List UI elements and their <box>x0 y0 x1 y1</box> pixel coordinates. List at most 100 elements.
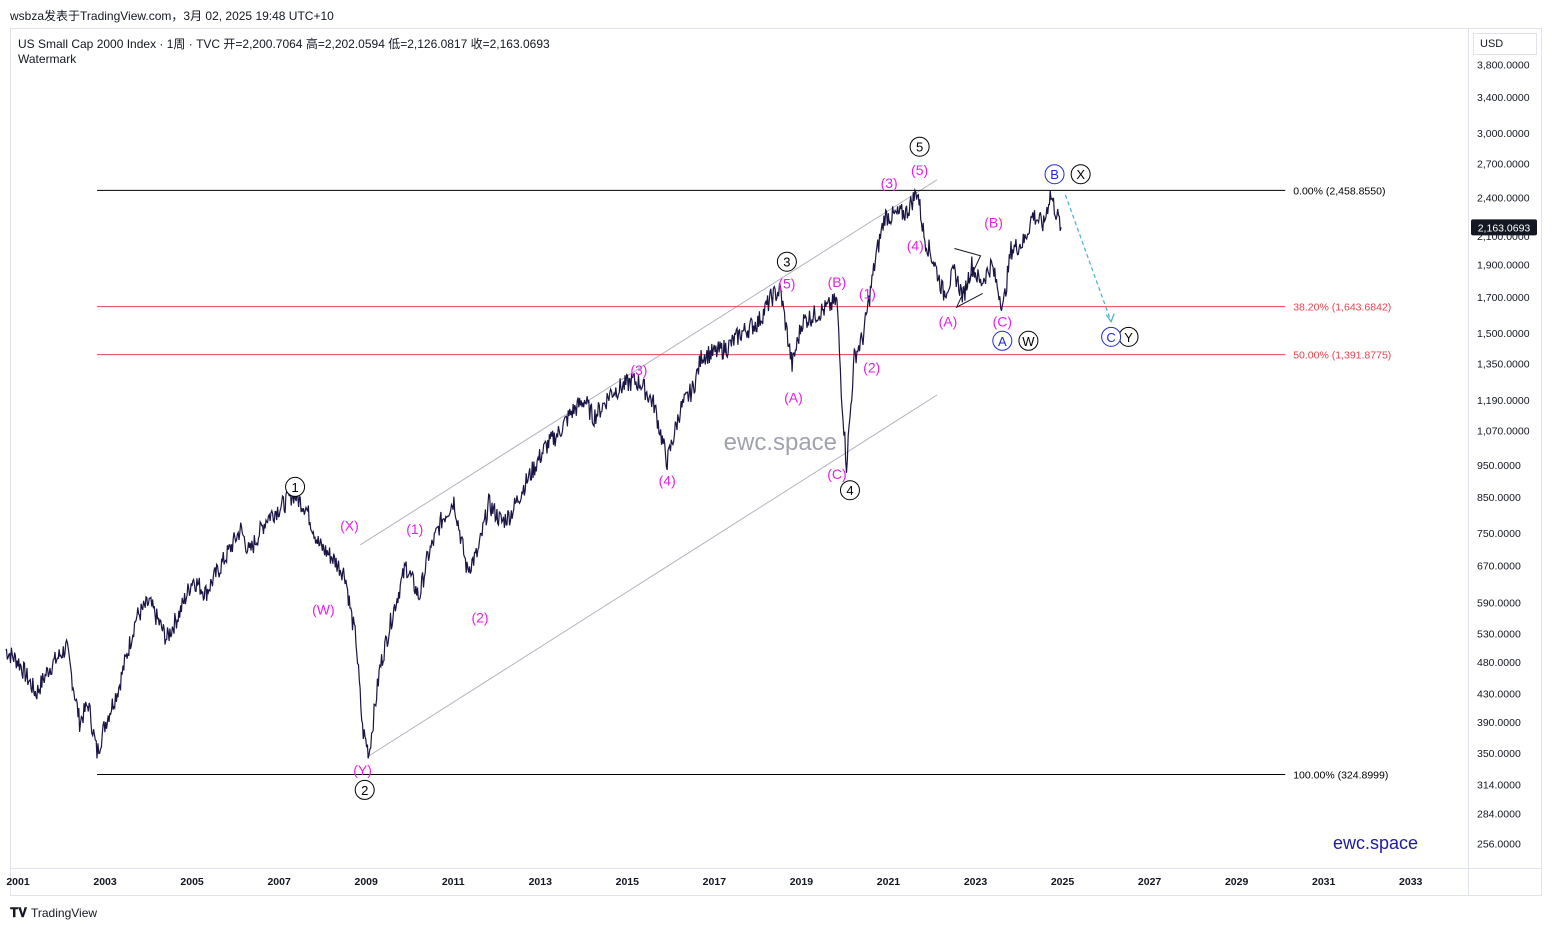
wave-label: 2 <box>361 783 368 798</box>
y-tick-label: 2,700.0000 <box>1477 158 1530 170</box>
wave-label: (W) <box>312 602 335 618</box>
wave-label: (3) <box>881 175 898 191</box>
wave-label: (A) <box>939 314 958 330</box>
wave-label-circle <box>776 251 797 272</box>
wave-label: (5) <box>911 162 928 178</box>
x-tick-label: 2005 <box>180 876 204 888</box>
x-tick-label: 2007 <box>267 876 291 888</box>
x-tick-label: 2025 <box>1051 876 1075 888</box>
wave-label: (2) <box>863 360 880 376</box>
x-tick-label: 2029 <box>1225 876 1249 888</box>
wave-label: C <box>1106 330 1115 345</box>
wave-label: A <box>998 334 1007 349</box>
wave-label: (1) <box>406 521 423 537</box>
x-tick-label: 2011 <box>442 876 465 888</box>
wave-label: (1) <box>859 285 876 301</box>
y-tick-label: 3,800.0000 <box>1477 60 1530 72</box>
footer-brand-label: TradingView <box>31 906 98 920</box>
x-tick-label: 2027 <box>1138 876 1162 888</box>
projection-arrowhead <box>1105 313 1115 324</box>
y-tick-label: 2,400.0000 <box>1477 192 1530 204</box>
y-tick-label: 3,400.0000 <box>1477 92 1530 104</box>
wave-label: (5) <box>778 276 795 292</box>
wave-label-circle <box>285 476 306 497</box>
wave-label: (4) <box>907 238 924 254</box>
wave-label: (3) <box>630 362 647 378</box>
watermark-center: ewc.space <box>724 429 837 456</box>
y-tick-label: 950.0000 <box>1477 460 1521 472</box>
fib-level-label: 0.00% (2,458.8550) <box>1293 185 1385 197</box>
y-tick-label: 1,350.0000 <box>1477 358 1530 370</box>
watermark-corner: ewc.space <box>1333 833 1418 853</box>
x-tick-label: 2019 <box>790 876 814 888</box>
wave-label: (B) <box>984 214 1003 230</box>
wave-label: X <box>1076 167 1085 182</box>
x-tick-label: 2021 <box>877 876 901 888</box>
chart-frame <box>10 28 1542 896</box>
y-tick-label: 1,700.0000 <box>1477 292 1530 304</box>
triangle-pattern <box>954 248 983 309</box>
currency-selector[interactable]: USD <box>1473 33 1537 55</box>
symbol-legend[interactable]: US Small Cap 2000 Index · 1周 · TVC 开=2,2… <box>18 37 550 51</box>
x-tick-label: 2001 <box>6 876 30 888</box>
x-tick-label: 2033 <box>1399 876 1423 888</box>
fib-level-label: 100.00% (324.8999) <box>1293 770 1388 782</box>
projection-arrow <box>1064 194 1112 322</box>
y-tick-label: 590.0000 <box>1477 597 1521 609</box>
y-tick-label: 750.0000 <box>1477 528 1521 540</box>
wave-label: W <box>1022 334 1035 349</box>
wave-label-circle <box>1101 326 1122 347</box>
x-tick-label: 2003 <box>93 876 117 888</box>
y-tick-label: 480.0000 <box>1477 657 1521 669</box>
y-tick-label: 1,500.0000 <box>1477 328 1530 340</box>
wave-label: 3 <box>783 255 790 270</box>
wave-label: (C) <box>827 466 846 482</box>
wave-label-circle <box>839 480 860 501</box>
wave-label-circle <box>354 779 375 800</box>
tradingview-logo-icon: 𝐓𝐕 <box>10 905 27 920</box>
y-tick-label: 3,000.0000 <box>1477 128 1530 140</box>
y-tick-label: 670.0000 <box>1477 561 1521 573</box>
wave-label: (4) <box>659 472 676 488</box>
y-tick-label: 350.0000 <box>1477 748 1521 760</box>
wave-label: (B) <box>828 274 847 290</box>
wave-label-circle <box>909 136 930 157</box>
last-price-label: 2,163.0693 <box>1478 222 1531 234</box>
wave-label: 5 <box>916 140 923 155</box>
time-axis-divider <box>10 868 1542 869</box>
wave-label-circle <box>1070 164 1091 185</box>
wave-label-circle <box>992 330 1013 351</box>
y-tick-label: 850.0000 <box>1477 492 1521 504</box>
wave-label: (2) <box>471 609 488 625</box>
price-series-line <box>5 187 1062 759</box>
price-scale-divider <box>1468 28 1469 896</box>
y-tick-label: 314.0000 <box>1477 779 1521 791</box>
wave-label: (X) <box>340 517 359 533</box>
wave-label: (C) <box>993 314 1012 330</box>
x-tick-label: 2023 <box>964 876 988 888</box>
x-tick-label: 2013 <box>529 876 553 888</box>
y-tick-label: 530.0000 <box>1477 628 1521 640</box>
x-tick-label: 2017 <box>703 876 727 888</box>
wave-label: (A) <box>784 389 803 405</box>
y-tick-label: 390.0000 <box>1477 717 1521 729</box>
wave-label: B <box>1050 167 1059 182</box>
last-price-tag <box>1471 219 1537 236</box>
wave-label-circle <box>1018 330 1039 351</box>
wave-label: Y <box>1124 330 1133 345</box>
y-tick-label: 430.0000 <box>1477 689 1521 701</box>
fib-level-label: 50.00% (1,391.8775) <box>1293 350 1391 362</box>
y-tick-label: 1,190.0000 <box>1477 395 1530 407</box>
channel-line <box>366 394 938 758</box>
watermark-legend: Watermark <box>18 52 77 66</box>
wave-label: 1 <box>291 480 298 495</box>
y-tick-label: 284.0000 <box>1477 808 1521 820</box>
x-tick-label: 2031 <box>1312 876 1336 888</box>
wave-label-circle <box>1044 164 1065 185</box>
footer-brand[interactable]: 𝐓𝐕 TradingView <box>10 905 97 921</box>
x-tick-label: 2009 <box>354 876 378 888</box>
y-tick-label: 256.0000 <box>1477 838 1521 850</box>
wave-label: 4 <box>846 483 853 498</box>
channel-line <box>360 179 938 546</box>
